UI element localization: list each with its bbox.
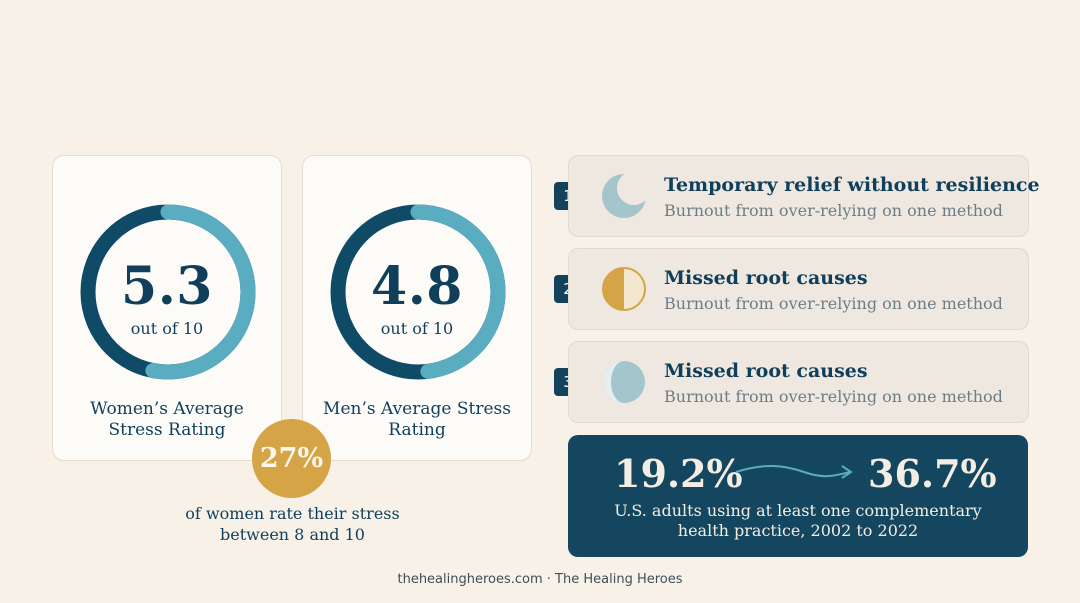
women-stress-gauge — [80, 204, 256, 380]
gauge-fill — [330, 204, 506, 380]
stat-description: U.S. adults using at least one complemen… — [614, 501, 982, 540]
list-item-temporary-relief: Temporary relief without resilience Burn… — [568, 155, 1040, 237]
item-title: Missed root causes — [664, 267, 868, 289]
women-stress-card: 5.3 out of 10 Women’s Average Stress Rat… — [52, 155, 282, 461]
item-title: Missed root causes — [664, 360, 868, 382]
men-stress-label: Men’s Average Stress Rating — [323, 399, 511, 440]
women-stress-scale: out of 10 — [130, 319, 204, 338]
crescent-moon-icon — [602, 174, 646, 218]
footer-credit: thehealingheroes.com · The Healing Heroe… — [397, 572, 683, 587]
men-stress-card: 4.8 out of 10 Men’s Average Stress Ratin… — [302, 155, 532, 461]
stat-to-value: 36.7% — [868, 451, 997, 496]
women-stress-label: Women’s Average Stress Rating — [90, 399, 244, 440]
item-description: Burnout from over-relying on one method — [664, 294, 1003, 313]
list-item-missed-root-causes-2: Missed root causes Burnout from over-rel… — [568, 341, 1029, 423]
complementary-health-stat-card: 19.2% 36.7% U.S. adults using at least o… — [568, 435, 1028, 557]
item-title: Temporary relief without resilience — [664, 174, 1040, 196]
item-description: Burnout from over-relying on one method — [664, 201, 1003, 220]
item-description: Burnout from over-relying on one method — [664, 387, 1003, 406]
gauge-fill — [80, 204, 256, 380]
women-stress-value: 5.3 — [121, 256, 213, 317]
men-stress-scale: out of 10 — [380, 319, 454, 338]
high-stress-percent-badge: 27% — [252, 419, 331, 498]
half-moon-icon — [602, 267, 646, 311]
stat-from-value: 19.2% — [614, 451, 743, 496]
high-stress-description: of women rate their stress between 8 and… — [185, 504, 400, 544]
gibbous-moon-icon — [603, 361, 645, 403]
men-stress-gauge — [330, 204, 506, 380]
men-stress-value: 4.8 — [371, 256, 463, 317]
list-item-missed-root-causes: Missed root causes Burnout from over-rel… — [568, 248, 1029, 330]
arrow-right-icon — [735, 464, 853, 479]
